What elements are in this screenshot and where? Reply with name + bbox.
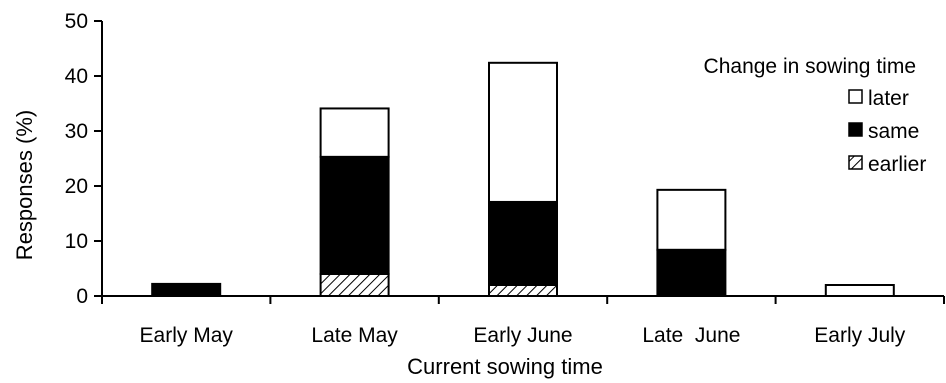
y-tick-label: 40 [65,65,88,88]
bar-segment-same [319,155,390,276]
y-tick-label: 50 [65,10,88,33]
bars [151,61,895,298]
legend-label-same: same [868,120,919,143]
x-axis: Early May Late May Early June Late June Earl… [101,295,945,347]
legend: Change in sowing time later same earlier [704,55,927,176]
y-tick-label: 20 [65,175,88,198]
legend-label-earlier: earlier [868,153,926,176]
bar-segment-later [656,188,727,251]
legend-swatch-same [848,122,863,137]
x-tick-label: Late May [311,324,398,347]
x-axis-title: Current sowing time [407,354,603,379]
y-axis: 0 10 20 30 40 50 [65,10,103,308]
legend-label-later: later [868,87,909,110]
y-axis-title: Responses (%) [12,110,37,260]
bar-segment-later [488,61,558,203]
y-tick-label: 30 [65,120,88,143]
bar-segment-earlier [488,284,558,297]
bar-segment-later [319,107,390,158]
bar-segment-later [824,284,895,297]
legend-title: Change in sowing time [704,55,916,78]
y-tick-label: 10 [65,230,88,253]
x-tick-label: Early July [814,324,906,347]
x-tick-label: Early June [473,324,572,347]
x-tick-label: Early May [140,324,234,347]
legend-swatch-later [848,89,863,104]
x-tick-label: Late June [642,324,740,347]
legend-swatch-earlier [848,155,863,170]
bar-segment-same [151,282,222,297]
bar-segment-same [656,248,727,298]
bar-segment-earlier [319,273,390,297]
y-tick-label: 0 [76,285,88,308]
bar-segment-same [488,200,558,286]
